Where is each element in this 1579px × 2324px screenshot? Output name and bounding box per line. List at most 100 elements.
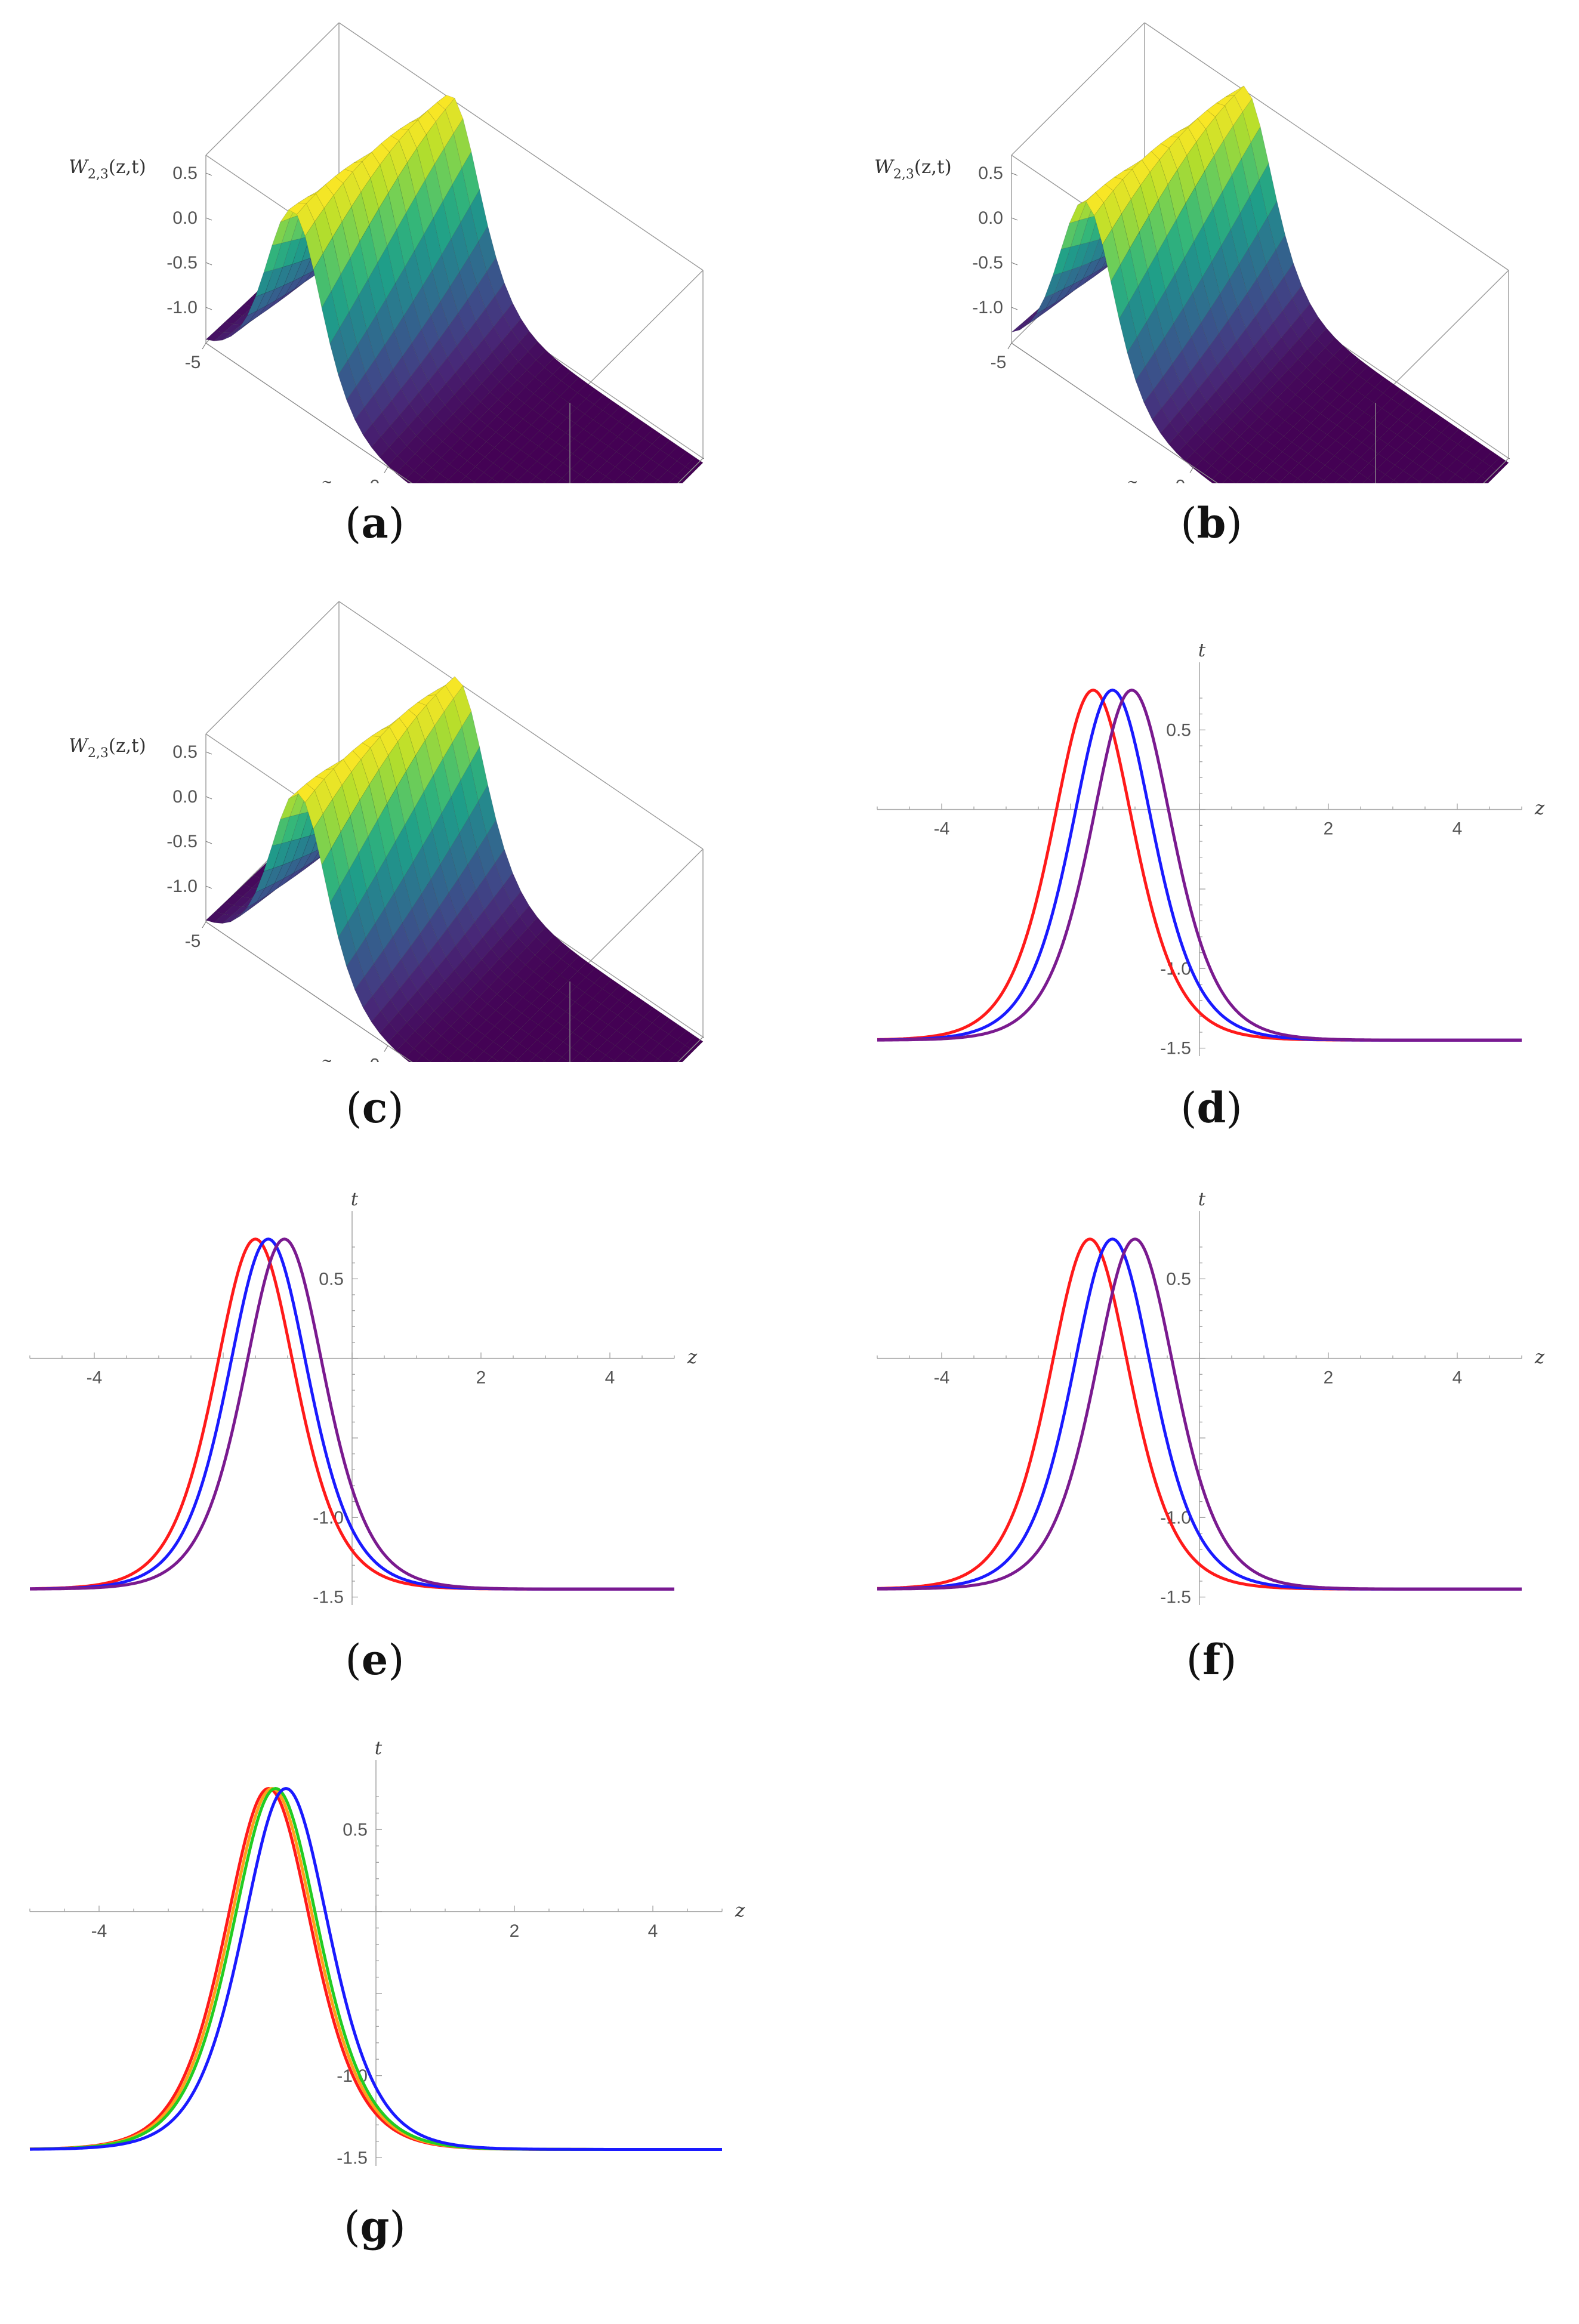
y-tick-label: 0.5: [343, 1820, 368, 1840]
x-tick-label: 2: [476, 1368, 486, 1388]
surface-svg-a: 0.50.0-0.5-1.0W2,3(z,t)-505z2.01.51.00.5…: [69, 22, 740, 620]
x-axis-label: z: [687, 1347, 698, 1368]
y-tick-label: -1.5: [313, 1588, 344, 1607]
z-tick-label: 0: [370, 1055, 380, 1063]
w-tick-label: 0.5: [172, 163, 198, 183]
w-axis-label-sub: 2,3: [88, 746, 109, 761]
y-axis-label: t: [375, 1737, 383, 1759]
series-line-2: [877, 1237, 1522, 1591]
line-plot-e: -4 2 4 0.5 -1.0 -1.5 z t: [18, 1187, 710, 1629]
w-tick-mark: [205, 217, 212, 221]
w-tick-mark: [205, 841, 212, 844]
x-tick-label: -4: [934, 1368, 950, 1388]
axes-d: -4 2 40.5-1.0-1.5zt: [877, 640, 1545, 1058]
w-axis-label-sub: 2,3: [88, 167, 109, 182]
y-tick-label: 0.5: [1166, 1269, 1191, 1289]
w-tick-label: -1.0: [166, 298, 198, 317]
w-tick-label: 0.0: [172, 208, 198, 228]
y-tick-label: -1.5: [337, 2148, 368, 2168]
z-tick-label: -5: [185, 353, 201, 372]
z-axis-label: z: [321, 1053, 332, 1062]
surface-cell: [1011, 322, 1030, 333]
x-tick-label: -4: [91, 1921, 107, 1941]
box-edge: [1011, 22, 1145, 156]
x-axis-label: z: [735, 1900, 745, 1921]
y-tick-label: 0.5: [1166, 720, 1191, 740]
w-axis-label-sub: 2,3: [893, 167, 914, 182]
w-tick-label: 0.5: [172, 742, 198, 762]
w-axis-label-main: W: [69, 156, 89, 178]
x-tick-label: 2: [1324, 819, 1334, 839]
line-svg-f: -4 2 40.5-1.0-1.5zt: [877, 1189, 1545, 1607]
box-edge: [1144, 22, 1509, 271]
x-tick-label: 4: [648, 1921, 658, 1941]
caption-e: (e): [345, 1635, 405, 1684]
surface-mesh-c: [205, 676, 704, 1174]
z-tick-mark: [384, 1045, 388, 1052]
line-svg-e: -4 2 4 0.5 -1.0 -1.5 z t: [29, 1189, 698, 1607]
w-axis-label: W2,3(z,t): [874, 156, 952, 182]
z-tick-label: -5: [991, 353, 1007, 372]
line-plot-g: -4 2 4 0.5 -1.0 -1.5 z t: [18, 1736, 758, 2190]
z-tick-label: -5: [185, 931, 201, 951]
w-tick-mark: [205, 307, 212, 310]
line-plot-f: -4 2 4 0.5 -1.0 -1.5 z t: [865, 1187, 1558, 1629]
surface-plot-c: 0.50.0-0.5-1.0W2,3(z,t)-505z2.01.51.00.5…: [60, 597, 740, 1199]
box-edge: [205, 601, 340, 734]
caption-b: (b): [1180, 498, 1242, 548]
axes-g: -4 2 40.5-1.0-1.5zt: [29, 1737, 745, 2168]
x-tick-label: 2: [510, 1921, 520, 1941]
x-tick-label: 4: [1452, 819, 1463, 839]
x-tick-label: 4: [605, 1368, 615, 1388]
surface-svg-c: 0.50.0-0.5-1.0W2,3(z,t)-505z2.01.51.00.5…: [69, 601, 740, 1199]
caption-c: (c): [346, 1083, 404, 1132]
y-axis-label: t: [1198, 1189, 1206, 1210]
y-tick-label: 0.5: [319, 1269, 344, 1289]
w-tick-mark: [1011, 172, 1018, 176]
surface-mesh-a: [205, 94, 704, 595]
box-edge: [338, 601, 704, 850]
box-edge: [205, 22, 340, 156]
y-tick-label: -1.5: [1160, 1039, 1191, 1058]
box-edge: [569, 270, 704, 403]
y-axis-label: t: [1198, 640, 1206, 661]
box-edge: [1375, 270, 1509, 403]
x-axis-label: z: [1534, 1347, 1545, 1368]
series-line-3: [30, 1786, 722, 2151]
w-tick-label: -1.0: [166, 876, 198, 896]
series-line-2: [877, 689, 1522, 1042]
w-axis-label-args: (z,t): [109, 156, 146, 178]
w-axis-label: W2,3(z,t): [69, 156, 146, 182]
line-plot-d: -4 2 4 0.5 -1.0 -1.5 z t: [865, 638, 1558, 1080]
x-axis-label: z: [1534, 798, 1545, 819]
w-tick-mark: [1011, 307, 1018, 310]
z-tick-mark: [1007, 342, 1012, 350]
w-axis-label: W2,3(z,t): [69, 735, 146, 761]
w-tick-label: -1.0: [972, 298, 1003, 317]
surface-plot-a: 0.50.0-0.5-1.0W2,3(z,t)-505z2.01.51.00.5…: [60, 18, 740, 620]
x-tick-label: 4: [1452, 1368, 1463, 1388]
z-tick-mark: [1189, 467, 1194, 473]
w-tick-mark: [205, 172, 212, 176]
z-tick-mark: [202, 342, 206, 350]
w-tick-mark: [205, 262, 212, 266]
w-axis-label-main: W: [69, 735, 89, 757]
surface-plot-b: 0.50.0-0.5-1.0W2,3(z,t)-505z2.01.51.00.5…: [865, 18, 1546, 620]
w-tick-label: -0.5: [972, 253, 1003, 273]
line-svg-g: -4 2 40.5-1.0-1.5zt: [29, 1737, 745, 2168]
t-tick-mark: [1508, 458, 1515, 461]
w-tick-mark: [1011, 262, 1018, 266]
w-tick-label: -0.5: [166, 832, 198, 851]
axes-e: -4 2 4 0.5 -1.0 -1.5 z t: [29, 1189, 698, 1607]
x-tick-label: 2: [1324, 1368, 1334, 1388]
caption-f: (f): [1186, 1635, 1237, 1684]
axes-f: -4 2 40.5-1.0-1.5zt: [877, 1189, 1545, 1607]
t-tick-mark: [702, 458, 710, 461]
w-tick-label: -0.5: [166, 253, 198, 273]
t-tick-mark: [702, 1036, 710, 1040]
caption-g: (g): [344, 2202, 406, 2251]
w-tick-label: 0.0: [172, 787, 198, 807]
series-line-2: [30, 1237, 674, 1591]
box-edge: [338, 22, 704, 271]
w-axis-label-main: W: [874, 156, 895, 178]
